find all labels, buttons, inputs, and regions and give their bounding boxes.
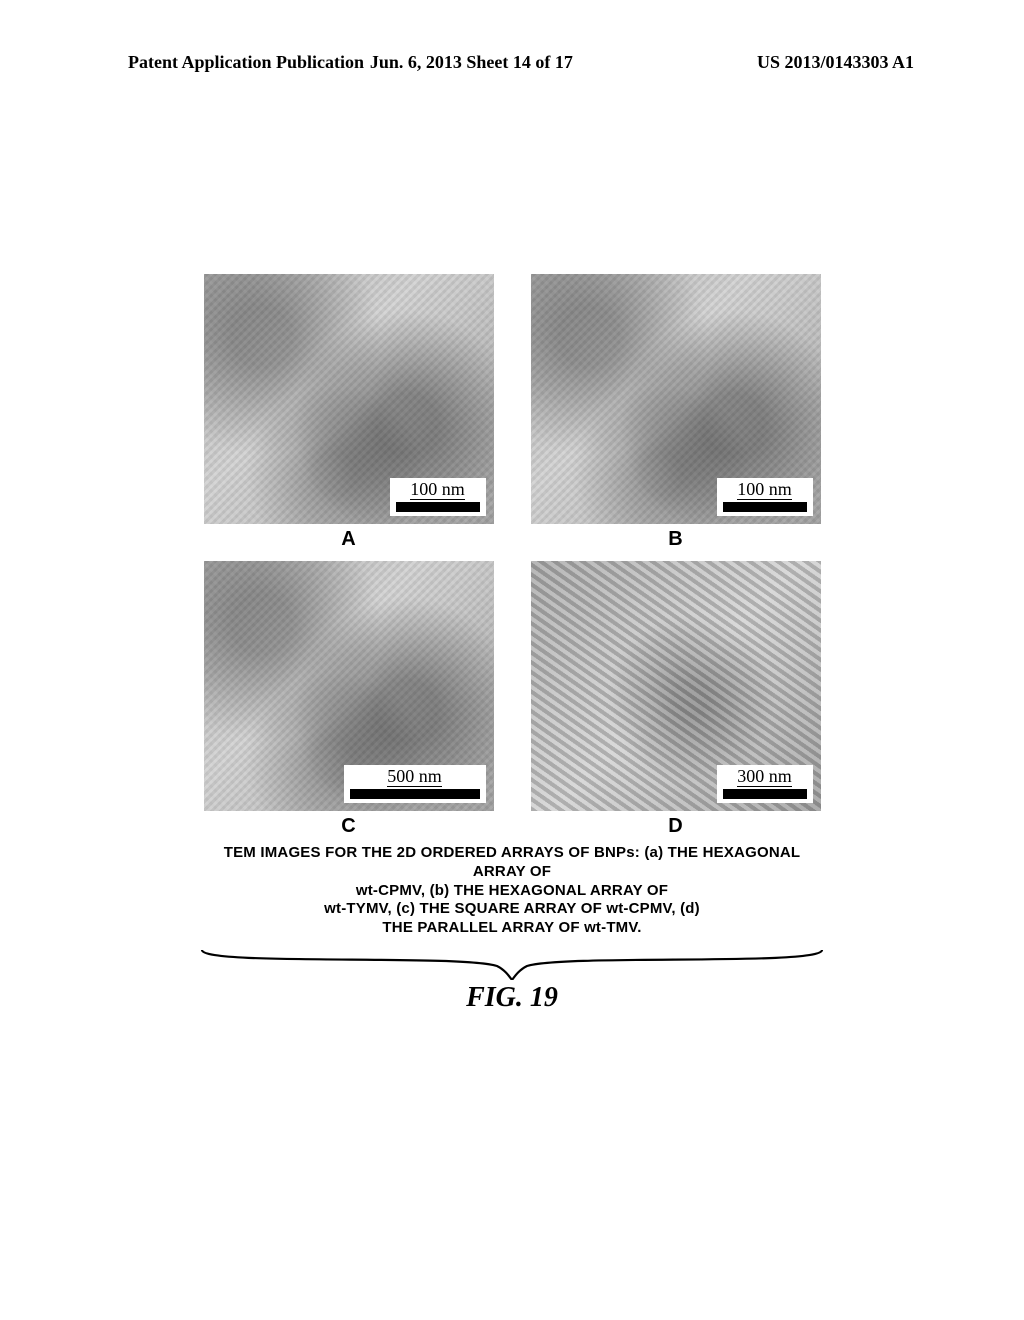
panel-c-col: 500 nm C <box>197 561 500 838</box>
caption-line-1: TEM IMAGES FOR THE 2D ORDERED ARRAYS OF … <box>197 844 827 882</box>
scale-text-b: 100 nm <box>737 480 792 500</box>
panel-label-d: D <box>668 815 682 838</box>
scale-bar-a: 100 nm <box>390 478 486 516</box>
scale-bar-b: 100 nm <box>717 478 813 516</box>
panel-label-a: A <box>341 528 355 551</box>
caption-line-3: wt-TYMV, (c) THE SQUARE ARRAY OF wt-CPMV… <box>197 900 827 919</box>
scale-text-a: 100 nm <box>410 480 465 500</box>
scale-bar-c-bar <box>350 789 480 799</box>
page-header: Patent Application Publication Jun. 6, 2… <box>0 52 1024 73</box>
panel-label-b: B <box>668 528 682 551</box>
scale-text-c: 500 nm <box>387 767 442 787</box>
panel-a: 100 nm <box>204 274 494 524</box>
scale-bar-d: 300 nm <box>717 765 813 803</box>
panel-d: 300 nm <box>531 561 821 811</box>
panel-b-col: 100 nm B <box>524 274 827 551</box>
panel-b: 100 nm <box>531 274 821 524</box>
panel-label-c: C <box>341 815 355 838</box>
header-right: US 2013/0143303 A1 <box>757 52 914 73</box>
header-left: Patent Application Publication <box>128 52 364 73</box>
scale-text-d: 300 nm <box>737 767 792 787</box>
caption-line-4: THE PARALLEL ARRAY OF wt-TMV. <box>197 919 827 938</box>
scale-bar-c: 500 nm <box>344 765 486 803</box>
figure-19: 100 nm A 100 nm B <box>197 274 827 1014</box>
brace-icon <box>197 946 827 980</box>
figure-number: FIG. 19 <box>197 982 827 1014</box>
header-center: Jun. 6, 2013 Sheet 14 of 17 <box>370 52 573 73</box>
caption-line-2: wt-CPMV, (b) THE HEXAGONAL ARRAY OF <box>197 882 827 901</box>
panel-d-col: 300 nm D <box>524 561 827 838</box>
panel-a-col: 100 nm A <box>197 274 500 551</box>
scale-bar-d-bar <box>723 789 807 799</box>
page: Patent Application Publication Jun. 6, 2… <box>0 0 1024 1320</box>
scale-bar-b-bar <box>723 502 807 512</box>
scale-bar-a-bar <box>396 502 480 512</box>
panel-grid: 100 nm A 100 nm B <box>197 274 827 838</box>
under-brace <box>197 946 827 980</box>
figure-caption: TEM IMAGES FOR THE 2D ORDERED ARRAYS OF … <box>197 844 827 938</box>
panel-c: 500 nm <box>204 561 494 811</box>
